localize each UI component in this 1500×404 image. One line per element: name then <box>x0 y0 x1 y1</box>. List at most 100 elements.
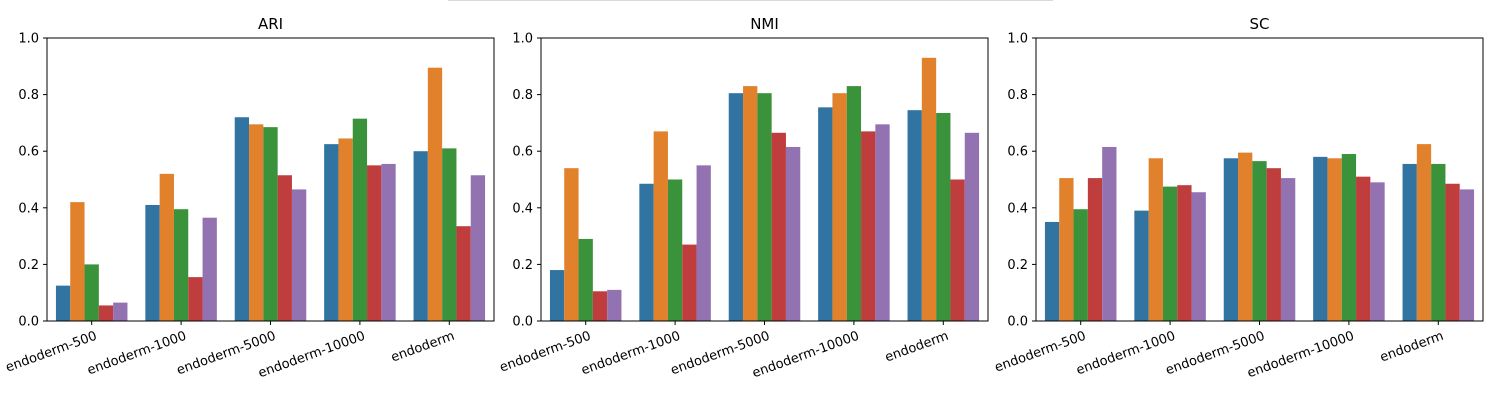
bar <box>84 264 99 321</box>
bar <box>145 204 160 321</box>
top-edge-line <box>448 0 1053 1</box>
x-tick-label: endoderm-500 <box>4 329 99 376</box>
x-tick-label: endoderm <box>883 329 951 366</box>
x-tick-label: endoderm <box>389 329 457 366</box>
y-tick-label: 0.0 <box>1007 315 1028 330</box>
bar <box>921 57 937 322</box>
bar <box>173 209 189 321</box>
bar <box>607 289 622 321</box>
bar <box>667 179 683 321</box>
y-tick-label: 0.2 <box>1007 258 1028 273</box>
bar <box>1087 178 1103 321</box>
bar <box>442 148 457 321</box>
bar <box>249 124 264 321</box>
bar <box>639 183 654 321</box>
y-tick-label: 0.8 <box>512 88 533 103</box>
bar <box>832 93 847 322</box>
x-tick-label: endoderm-1000 <box>1074 329 1177 379</box>
bar <box>592 291 608 321</box>
bar <box>381 163 396 321</box>
y-tick-label: 0.8 <box>18 88 39 103</box>
bar <box>202 217 217 321</box>
x-tick-label: endoderm-500 <box>498 329 593 376</box>
y-tick-label: 0.6 <box>18 145 39 160</box>
bar <box>55 285 71 322</box>
bar <box>818 107 833 321</box>
bar <box>1073 209 1088 321</box>
bar <box>578 238 593 321</box>
x-tick-label: endoderm-1000 <box>579 329 682 379</box>
bar <box>1044 221 1060 321</box>
subplot-title: ARI <box>258 15 283 33</box>
bar <box>1223 158 1239 321</box>
bar <box>1238 152 1253 321</box>
subplot-title: SC <box>1250 15 1270 33</box>
bar <box>367 165 382 321</box>
bar <box>696 165 711 321</box>
bar <box>427 67 443 321</box>
y-tick-label: 0.4 <box>1007 201 1028 216</box>
y-tick-label: 0.2 <box>512 258 533 273</box>
bar <box>1402 163 1417 321</box>
bar <box>771 132 786 321</box>
bar <box>1416 144 1432 322</box>
bar <box>785 146 801 321</box>
bar <box>846 86 862 321</box>
y-tick-label: 0.8 <box>1007 88 1028 103</box>
bar <box>564 168 579 321</box>
y-tick-label: 0.4 <box>18 201 39 216</box>
bar <box>1341 154 1357 321</box>
bar <box>549 270 565 321</box>
bar <box>1102 146 1117 321</box>
bar <box>1162 186 1178 321</box>
bar <box>1059 178 1074 321</box>
bar <box>324 144 339 322</box>
subplot-2: SC0.00.20.40.60.81.0endoderm-500endoderm… <box>993 15 1484 381</box>
bar <box>653 131 668 321</box>
bar <box>875 124 890 321</box>
bar <box>1148 158 1163 321</box>
x-tick-label: endoderm-500 <box>993 329 1088 376</box>
bar <box>1191 192 1206 321</box>
bar <box>964 132 980 321</box>
bar <box>113 302 128 321</box>
y-tick-label: 0.6 <box>1007 145 1028 160</box>
subplot-1: NMI0.00.20.40.60.81.0endoderm-500endoder… <box>498 15 989 381</box>
bar <box>159 173 174 321</box>
bar <box>1459 189 1475 321</box>
bar <box>1356 176 1371 321</box>
x-tick-label: endoderm <box>1378 329 1446 366</box>
bar <box>728 93 744 322</box>
y-tick-label: 0.0 <box>18 315 39 330</box>
bar <box>338 138 353 321</box>
bar <box>1370 182 1385 321</box>
bar <box>1431 163 1446 321</box>
bar <box>1313 156 1328 321</box>
bar <box>188 277 203 321</box>
bar <box>456 226 471 321</box>
subplot-title: NMI <box>750 15 779 33</box>
bar <box>1327 158 1342 321</box>
bar <box>98 305 114 321</box>
bar <box>936 113 951 321</box>
bar <box>413 151 428 321</box>
bar <box>1134 210 1149 321</box>
bar <box>907 110 922 321</box>
bar <box>757 93 772 322</box>
y-tick-label: 0.0 <box>512 315 533 330</box>
subplot-0: ARI0.00.20.40.60.81.0endoderm-500endoder… <box>4 15 495 381</box>
bar <box>1280 178 1296 321</box>
bar <box>1252 161 1267 321</box>
bar <box>263 127 278 321</box>
bar <box>743 86 758 321</box>
bar <box>1177 185 1192 321</box>
y-tick-label: 0.4 <box>512 201 533 216</box>
y-tick-label: 0.6 <box>512 145 533 160</box>
bar <box>470 175 486 321</box>
bar <box>861 131 876 321</box>
y-tick-label: 1.0 <box>1007 32 1028 47</box>
bar <box>352 118 368 321</box>
bar <box>682 244 697 321</box>
